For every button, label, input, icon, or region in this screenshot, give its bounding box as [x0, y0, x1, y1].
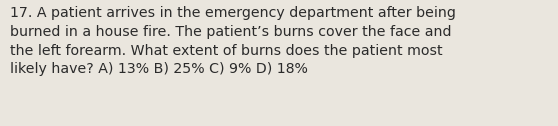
Text: 17. A patient arrives in the emergency department after being
burned in a house : 17. A patient arrives in the emergency d… — [10, 6, 456, 76]
